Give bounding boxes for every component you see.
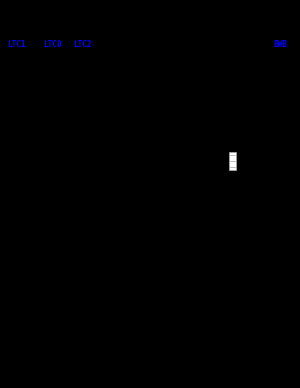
Bar: [229, 152, 236, 170]
Text: LTC0: LTC0: [43, 40, 62, 49]
Text: BWB: BWB: [274, 40, 287, 49]
Text: LTC1: LTC1: [7, 40, 26, 49]
Text: LTC2: LTC2: [73, 40, 92, 49]
